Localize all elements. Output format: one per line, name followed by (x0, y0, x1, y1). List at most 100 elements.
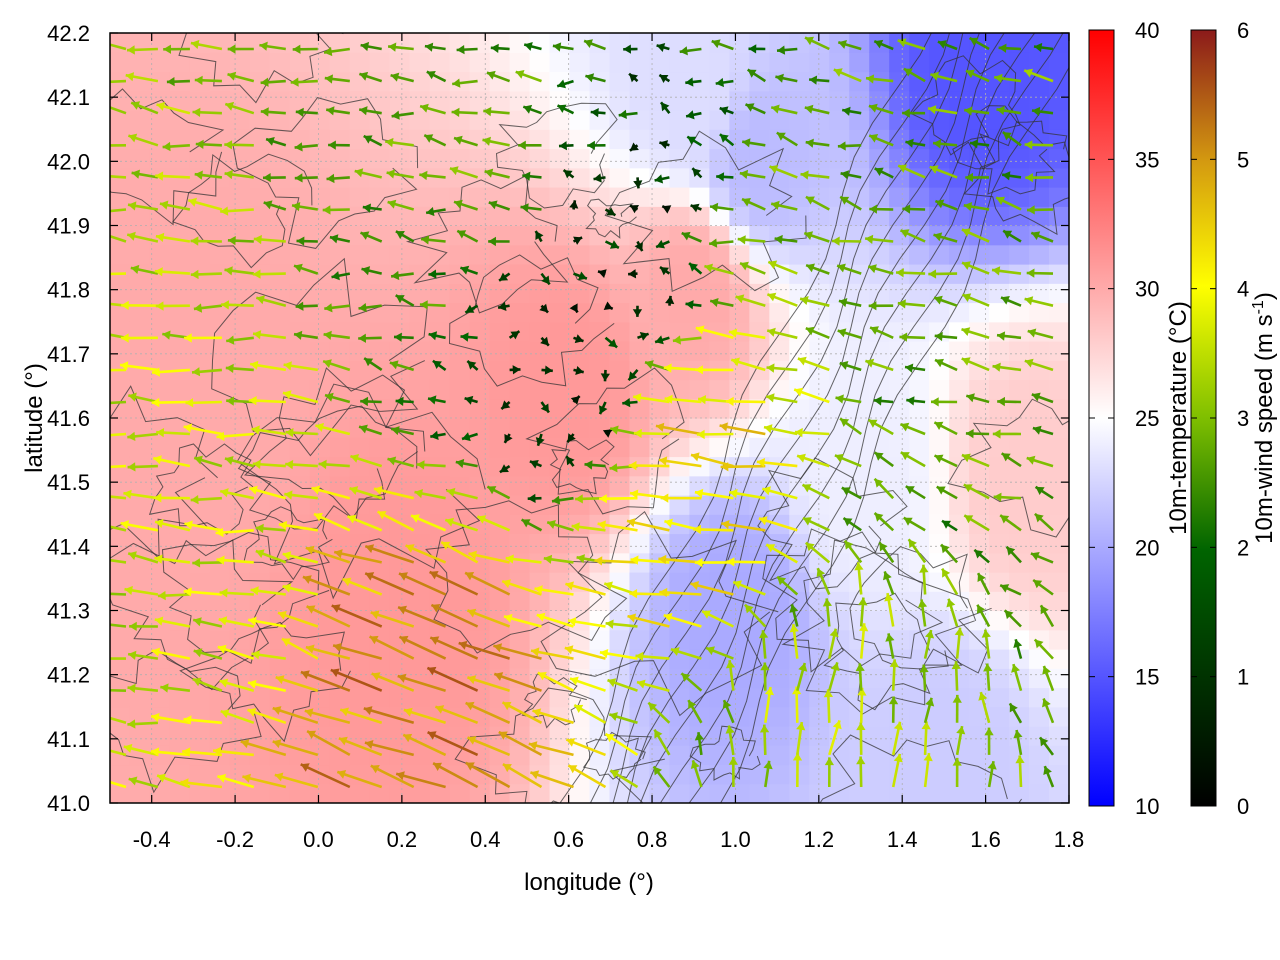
wind-vector-head (829, 628, 839, 638)
wind-vector-head (323, 330, 332, 340)
wind-vector-head (645, 360, 654, 369)
heatmap-cell (769, 591, 790, 612)
heatmap-cell (409, 437, 431, 458)
wind-vector-head (487, 486, 497, 495)
wind-vector-shaft (432, 762, 479, 789)
heatmap-cell (569, 321, 591, 342)
heatmap-cell (729, 52, 750, 73)
heatmap-cell (509, 418, 531, 438)
wind-vector-head (90, 270, 98, 279)
contour-line (639, 33, 1005, 803)
wind-vector-head (224, 169, 233, 180)
heatmap-cell (189, 379, 211, 400)
wind-vector-head (274, 772, 284, 782)
heatmap-cell (449, 244, 471, 265)
wind-vector-head (962, 261, 971, 270)
wind-vector-head (599, 649, 609, 659)
wind-vector-head (900, 229, 910, 238)
wind-vector-head (840, 418, 850, 427)
heatmap-cell (829, 687, 850, 708)
heatmap-cell (189, 572, 211, 592)
heatmap-cell (629, 110, 651, 130)
heatmap-cell (989, 495, 1010, 515)
heatmap-cell (149, 726, 171, 746)
contour-line (559, 33, 932, 803)
heatmap-cell (429, 379, 451, 400)
heatmap-cell (449, 33, 471, 53)
wind-vector-head (1042, 698, 1051, 708)
heatmap-cell (389, 745, 411, 766)
heatmap-cell (949, 90, 970, 111)
wind-vector-head (477, 515, 487, 524)
heatmap-cell (369, 591, 391, 612)
wind-vector-head (166, 77, 175, 87)
wind-vector-shaft (332, 644, 383, 660)
heatmap-cell (489, 148, 511, 169)
wind-vector-head (326, 106, 335, 116)
wind-vector-head (658, 554, 667, 565)
heatmap-cell (249, 244, 271, 265)
heatmap-cell (929, 302, 950, 323)
heatmap-cell (669, 148, 690, 169)
wind-vector-head (830, 662, 840, 672)
heatmap-cell (349, 129, 371, 150)
wind-vector-head (771, 200, 780, 210)
heatmap-cell (889, 90, 910, 111)
heatmap-cell (409, 687, 431, 708)
heatmap-cell (329, 572, 351, 592)
heatmap-cell (849, 745, 870, 766)
wind-vector-head (585, 73, 595, 83)
wind-vector-head (716, 172, 725, 182)
heatmap-cell (1049, 52, 1069, 73)
heatmap-cell (889, 148, 910, 169)
heatmap-cell (989, 321, 1010, 342)
heatmap-cell (1049, 649, 1069, 669)
heatmap-cell (809, 783, 830, 803)
heatmap-cell (789, 110, 810, 130)
wind-vector-head (331, 604, 341, 613)
heatmap-cell (269, 321, 291, 342)
contour-line (236, 383, 486, 600)
wind-vector-head (837, 141, 846, 151)
heatmap-cell (529, 379, 551, 400)
heatmap-cell (1029, 341, 1050, 361)
heatmap-cell (269, 244, 291, 265)
heatmap-cell (729, 244, 750, 265)
wind-vector-head (156, 101, 166, 111)
heatmap-cell (309, 148, 331, 169)
wind-vector-head (721, 520, 730, 530)
heatmap-cell (169, 398, 191, 419)
wind-vector-head (610, 770, 620, 779)
wind-vector-head (162, 330, 171, 340)
heatmap-cell (1009, 572, 1030, 592)
heatmap-cell (669, 418, 690, 438)
heatmap-cell (110, 610, 131, 631)
wind-vector-head (331, 271, 340, 281)
heatmap-cell (969, 668, 990, 689)
wind-vector-head (294, 173, 303, 183)
wind-vector-head (193, 617, 202, 627)
heatmap-cell (769, 33, 790, 53)
heatmap-cell (629, 649, 651, 669)
heatmap-cell (389, 687, 411, 708)
heatmap-cell (769, 706, 790, 727)
heatmap-cell (269, 591, 291, 612)
heatmap-cell (149, 495, 171, 515)
wind-vector-head (127, 683, 136, 693)
wind-vector-head (874, 513, 884, 522)
colorbar-tick-label: 15 (1135, 665, 1159, 690)
heatmap-cell (1009, 629, 1030, 650)
heatmap-cell (409, 71, 431, 92)
heatmap-cell (469, 71, 491, 92)
wind-vector-head (226, 335, 235, 345)
heatmap-cell (129, 437, 151, 458)
wind-vector-head (499, 272, 509, 281)
wind-vector-shaft (110, 234, 127, 243)
wind-vector-head (399, 635, 409, 645)
heatmap-cell (209, 783, 231, 803)
heatmap-cell (869, 456, 890, 477)
heatmap-cell (329, 52, 351, 73)
heatmap-cell (969, 302, 990, 323)
wind-vector-head (934, 331, 943, 342)
heatmap-cell (769, 610, 790, 631)
